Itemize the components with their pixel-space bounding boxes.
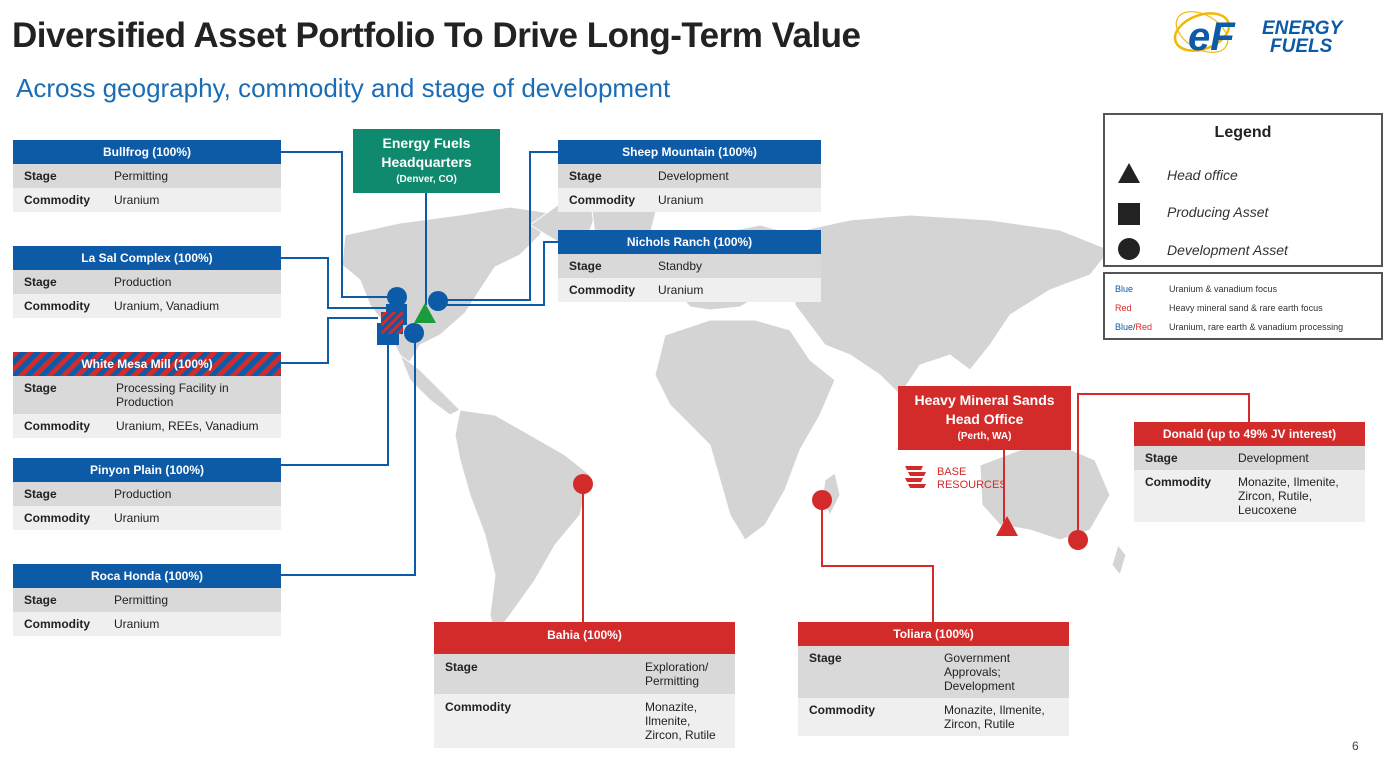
circle-icon <box>1118 238 1140 260</box>
commodity-value: Uranium <box>114 193 160 207</box>
legend-color-red-desc: Heavy mineral sand & rare earth focus <box>1169 303 1323 313</box>
stage-label: Stage <box>24 381 57 395</box>
stage-label: Stage <box>24 487 57 501</box>
asset-card-bahia: Bahia (100%) Stage Exploration/ Permittin… <box>434 622 735 748</box>
legend-item-head-office: Head office <box>1167 167 1238 183</box>
hq-location: (Denver, CO) <box>396 174 457 185</box>
stage-value: Exploration/ Permitting <box>645 660 709 688</box>
legend-color-blue-desc: Uranium & vanadium focus <box>1169 284 1278 294</box>
stage-value: Permitting <box>114 169 169 183</box>
commodity-label: Commodity <box>809 703 875 717</box>
commodity-value: Uranium <box>114 617 160 631</box>
svg-text:RESOURCES: RESOURCES <box>937 479 1005 491</box>
asset-name: Donald (up to 49% JV interest) <box>1134 422 1365 446</box>
asset-card-pinyon: Pinyon Plain (100%) Stage Production Comm… <box>13 458 281 530</box>
legend-color-blue: Blue <box>1115 284 1134 294</box>
page-subtitle: Across geography, commodity and stage of… <box>16 73 671 103</box>
svg-text:eF: eF <box>1188 15 1236 59</box>
legend-color-bluered: Blue/Red <box>1115 322 1152 332</box>
marker-group <box>377 287 1088 550</box>
stage-label: Stage <box>24 275 57 289</box>
stage-value: Development <box>658 169 729 183</box>
legend-color-bluered-sep: / <box>1133 322 1136 332</box>
hq-line1: Energy Fuels <box>382 135 471 151</box>
asset-name: Bullfrog (100%) <box>13 140 281 164</box>
commodity-value: Monazite, Ilmenite, Zircon, Rutile, Leuc… <box>1238 475 1339 517</box>
stage-value: Processing Facility in Production <box>116 381 229 409</box>
legend-title: Legend <box>1214 124 1272 141</box>
commodity-label: Commodity <box>445 700 511 714</box>
stage-value: Permitting <box>114 593 169 607</box>
triangle-icon <box>1118 163 1140 183</box>
hms-head-office-box: Heavy Mineral Sands Head Office (Perth, … <box>898 386 1071 450</box>
stage-label: Stage <box>1145 451 1178 465</box>
stage-value: Production <box>114 275 172 289</box>
svg-text:ENERGY: ENERGY <box>1262 18 1345 39</box>
legend-color-red: Red <box>1115 303 1132 313</box>
stage-label: Stage <box>569 169 602 183</box>
asset-card-whitemesa: White Mesa Mill (100%) Stage Processing F… <box>13 352 281 438</box>
asset-name: Sheep Mountain (100%) <box>558 140 821 164</box>
stage-label: Stage <box>809 651 842 665</box>
color-legend-box: Blue Uranium & vanadium focus Red Heavy … <box>1103 272 1383 340</box>
svg-text:BASE: BASE <box>937 466 966 478</box>
commodity-label: Commodity <box>24 193 90 207</box>
asset-card-lasal: La Sal Complex (100%) Stage Production Co… <box>13 246 281 318</box>
legend-color-bluered-red: Red <box>1135 322 1153 332</box>
commodity-label: Commodity <box>24 511 90 525</box>
asset-name: Toliara (100%) <box>798 622 1069 646</box>
stage-value: Government Approvals; Development <box>944 651 1015 693</box>
legend-item-producing: Producing Asset <box>1167 204 1269 220</box>
stage-label: Stage <box>569 259 602 273</box>
commodity-label: Commodity <box>24 617 90 631</box>
stage-value: Production <box>114 487 172 501</box>
page-title: Diversified Asset Portfolio To Drive Lon… <box>12 16 861 55</box>
asset-name: White Mesa Mill (100%) <box>13 352 281 376</box>
commodity-label: Commodity <box>569 283 635 297</box>
commodity-value: Uranium, REEs, Vanadium <box>116 419 259 433</box>
asset-name: Pinyon Plain (100%) <box>13 458 281 482</box>
legend-color-bluered-blue: Blue <box>1115 322 1134 332</box>
asset-card-toliara: Toliara (100%) Stage Government Approvals… <box>798 622 1069 736</box>
energy-fuels-hq-box: Energy Fuels Headquarters (Denver, CO) <box>353 129 500 193</box>
hms-location: (Perth, WA) <box>957 431 1012 442</box>
stage-label: Stage <box>445 660 478 674</box>
stage-value: Standby <box>658 259 703 273</box>
commodity-value: Uranium <box>658 193 704 207</box>
commodity-label: Commodity <box>24 299 90 313</box>
page-number: 6 <box>1352 739 1359 753</box>
commodity-value: Uranium <box>114 511 160 525</box>
asset-name: La Sal Complex (100%) <box>13 246 281 270</box>
commodity-label: Commodity <box>1145 475 1211 489</box>
asset-name: Nichols Ranch (100%) <box>558 230 821 254</box>
asset-card-rocahonda: Roca Honda (100%) Stage Permitting Commod… <box>13 564 281 636</box>
svg-text:FUELS: FUELS <box>1270 36 1333 57</box>
base-resources-logo: BASE RESOURCES <box>905 466 1005 491</box>
stage-label: Stage <box>24 169 57 183</box>
legend-item-development: Development Asset <box>1167 242 1288 258</box>
stage-value: Development <box>1238 451 1309 465</box>
hq-line2: Headquarters <box>381 154 472 170</box>
asset-card-bullfrog: Bullfrog (100%) Stage Permitting Commodit… <box>13 140 281 212</box>
commodity-label: Commodity <box>24 419 90 433</box>
legend-box: Legend Head office Producing Asset Devel… <box>1103 113 1383 267</box>
asset-card-nichols: Nichols Ranch (100%) Stage Standby Commod… <box>558 230 821 302</box>
commodity-value: Monazite, Ilmenite, Zircon, Rutile <box>645 700 716 742</box>
hms-line1: Heavy Mineral Sands <box>914 392 1055 408</box>
energy-fuels-logo: eF ENERGY FUELS <box>1173 11 1345 59</box>
asset-name: Roca Honda (100%) <box>13 564 281 588</box>
commodity-value: Uranium <box>658 283 704 297</box>
commodity-value: Monazite, Ilmenite, Zircon, Rutile <box>944 703 1045 731</box>
commodity-label: Commodity <box>569 193 635 207</box>
stage-label: Stage <box>24 593 57 607</box>
asset-name: Bahia (100%) <box>434 622 735 654</box>
hms-line2: Head Office <box>945 411 1024 427</box>
asset-card-donald: Donald (up to 49% JV interest) Stage Deve… <box>1134 422 1365 522</box>
commodity-value: Uranium, Vanadium <box>114 299 220 313</box>
asset-card-sheep: Sheep Mountain (100%) Stage Development C… <box>558 140 821 212</box>
square-icon <box>1118 203 1140 225</box>
legend-color-bluered-desc: Uranium, rare earth & vanadium processin… <box>1169 322 1344 332</box>
